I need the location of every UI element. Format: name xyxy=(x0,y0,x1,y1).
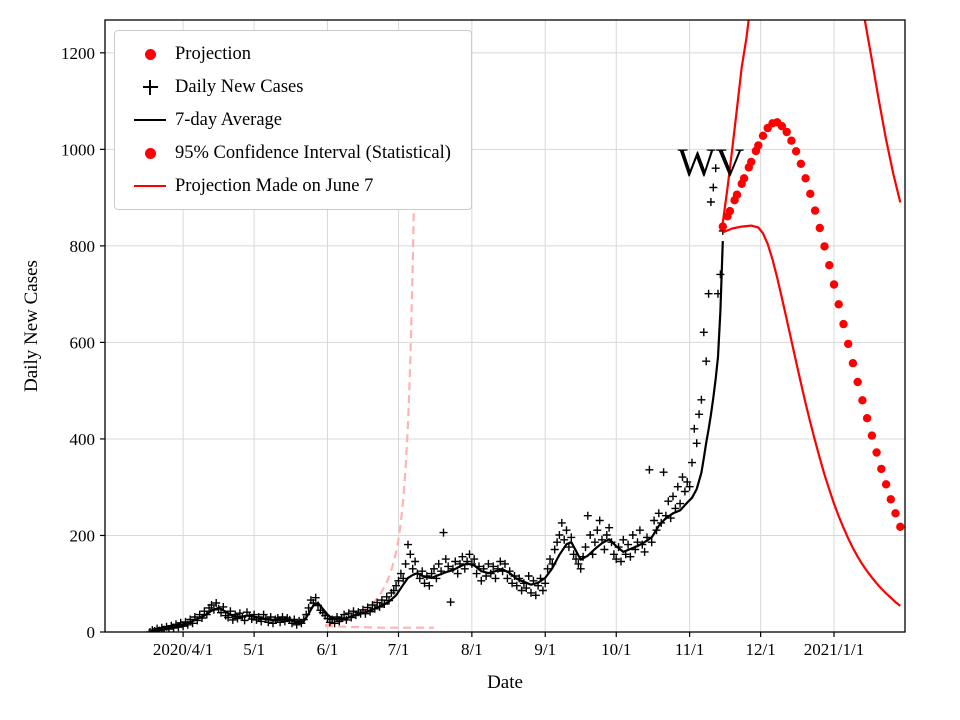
y-tick-label: 0 xyxy=(87,623,96,642)
y-axis-label: Daily New Cases xyxy=(21,260,42,392)
series-ci-upper xyxy=(721,20,902,223)
x-tick-label: 2021/1/1 xyxy=(804,640,864,659)
x-tick-labels: 2020/4/1 5/1 6/1 7/1 8/1 9/1 10/1 11/1 12/1 2021/… xyxy=(153,640,864,659)
x-tick-label: 7/1 xyxy=(388,640,410,659)
cases-plus-icon xyxy=(142,79,158,95)
series-layer xyxy=(146,20,905,632)
series-projection xyxy=(718,118,905,531)
legend-marker xyxy=(125,118,175,122)
legend-marker xyxy=(125,48,175,60)
legend-item-projection: Projection xyxy=(125,39,451,69)
series-june7-lower xyxy=(325,625,434,629)
legend-label: Projection Made on June 7 xyxy=(175,175,374,196)
x-tick-label: 9/1 xyxy=(534,640,556,659)
y-tick-label: 600 xyxy=(70,333,96,352)
plot-border xyxy=(104,19,906,633)
legend-marker xyxy=(125,147,175,159)
series-avg-7day xyxy=(154,241,724,632)
projection-dot-icon xyxy=(144,48,156,60)
y-tick-label: 1200 xyxy=(61,44,95,63)
x-tick-label: 6/1 xyxy=(317,640,339,659)
x-tick-label: 8/1 xyxy=(461,640,483,659)
june7-line-icon xyxy=(134,184,166,188)
x-tick-label: 10/1 xyxy=(601,640,631,659)
y-tick-label: 400 xyxy=(70,430,96,449)
x-tick-label: 2020/4/1 xyxy=(153,640,213,659)
legend: Projection Daily New Cases 7-day Average… xyxy=(114,30,472,210)
y-tick-label: 800 xyxy=(70,237,96,256)
legend-label: 95% Confidence Interval (Statistical) xyxy=(175,142,451,163)
tick-marks xyxy=(100,52,835,637)
state-annotation: WV xyxy=(678,140,745,185)
y-tick-labels: 0 200 400 600 800 1000 1200 xyxy=(61,44,95,642)
legend-item-daily-new-cases: Daily New Cases xyxy=(125,72,451,102)
x-tick-label: 5/1 xyxy=(243,640,265,659)
x-tick-label: 12/1 xyxy=(746,640,776,659)
x-tick-label: 11/1 xyxy=(675,640,705,659)
legend-marker xyxy=(125,79,175,95)
legend-marker xyxy=(125,184,175,188)
series-daily-cases xyxy=(146,164,727,632)
legend-label: 7-day Average xyxy=(175,109,283,130)
x-axis-label: Date xyxy=(487,672,523,693)
legend-label: Projection xyxy=(175,43,252,64)
y-tick-label: 200 xyxy=(70,526,96,545)
legend-item-june7-projection: Projection Made on June 7 xyxy=(125,171,451,201)
legend-item-confidence-interval: 95% Confidence Interval (Statistical) xyxy=(125,138,451,168)
average-line-icon xyxy=(134,118,166,122)
confidence-dot-icon xyxy=(144,147,156,159)
legend-label: Daily New Cases xyxy=(175,76,304,97)
y-tick-label: 1000 xyxy=(61,140,95,159)
legend-item-7day-average: 7-day Average xyxy=(125,105,451,135)
series-ci-lower xyxy=(722,224,901,607)
